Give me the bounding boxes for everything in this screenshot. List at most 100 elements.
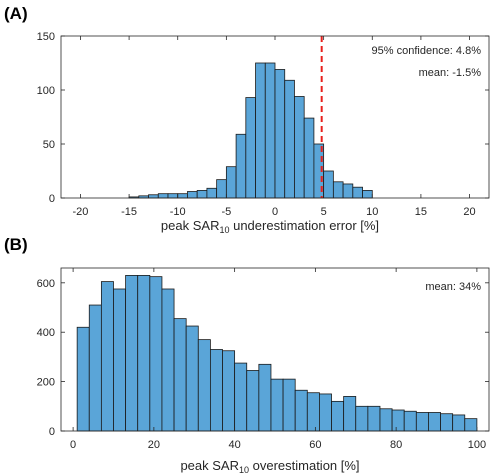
panel-a-bars [128, 62, 373, 199]
histogram-bar-b-17 [282, 378, 296, 432]
histogram-bar-b-8 [173, 318, 187, 432]
histogram-bar-b-20 [319, 393, 332, 432]
histogram-bar-b-4 [125, 275, 139, 432]
histogram-bar-b-18 [294, 389, 308, 432]
histogram-bar-a-15 [274, 69, 286, 199]
histogram-bar-a-9 [216, 179, 227, 199]
histogram-bar-b-32 [464, 418, 478, 432]
histogram-bar-b-3 [113, 288, 127, 432]
x-tick-label-b-1: 20 [148, 439, 160, 451]
panel-b-bars [76, 275, 478, 432]
y-tick-label-a-2: 100 [37, 85, 55, 97]
x-tick-label-b-2: 40 [228, 439, 240, 451]
x-tick-label-b-4: 80 [390, 439, 402, 451]
histogram-bar-b-30 [440, 413, 454, 432]
x-tick-label-a-3: -5 [221, 206, 231, 218]
histogram-bar-b-28 [415, 412, 429, 432]
panel-b-xlabel-prefix: peak SAR [180, 458, 239, 473]
x-tick-label-a-4: 0 [272, 206, 278, 218]
histogram-bar-b-1 [88, 304, 102, 432]
panel-b-xlabel: peak SAR10 overestimation [%] [180, 458, 359, 475]
histogram-bar-a-22 [342, 183, 354, 199]
histogram-bar-a-4 [167, 193, 179, 199]
histogram-bar-a-23 [352, 186, 363, 199]
panel-a-xlabel-subscript: 10 [219, 225, 229, 235]
histogram-bar-b-10 [197, 339, 211, 432]
x-tick-label-a-1: -15 [121, 206, 137, 218]
panel-a-xlabel-suffix: underestimation error [%] [229, 218, 379, 233]
histogram-bar-b-7 [161, 288, 175, 432]
panel-b-ticks: 0 20 40 60 80 100 0 200 400 600 [37, 268, 489, 451]
panel-a-axes-frame [60, 35, 490, 199]
histogram-bar-b-25 [379, 408, 393, 432]
histogram-bar-a-10 [225, 166, 237, 199]
x-tick-label-a-6: 10 [366, 206, 378, 218]
histogram-bar-a-7 [196, 190, 208, 199]
panel-a: (A) -20 -15 -10 -5 0 5 10 15 20 0 50 100 150 95% con… [4, 4, 490, 235]
x-tick-label-b-3: 60 [309, 439, 321, 451]
histogram-bar-b-16 [270, 378, 284, 432]
histogram-bar-a-18 [303, 117, 315, 199]
histogram-bar-b-31 [452, 414, 466, 432]
histogram-bar-a-12 [245, 97, 256, 199]
confidence-annotation: 95% confidence: 4.8% [372, 45, 482, 57]
histogram-bar-b-0 [76, 326, 90, 432]
y-tick-label-b-3: 600 [37, 278, 55, 290]
histogram-bar-b-14 [246, 370, 260, 432]
y-tick-label-a-1: 50 [43, 139, 55, 151]
histogram-bar-a-8 [206, 187, 218, 199]
histogram-bar-b-2 [100, 281, 114, 432]
histogram-bar-b-6 [149, 276, 163, 432]
panel-b-axes-frame [60, 267, 490, 432]
histogram-bar-b-11 [209, 349, 223, 432]
histogram-bar-a-17 [294, 96, 305, 199]
y-tick-label-a-3: 150 [37, 31, 55, 43]
panel-b-xlabel-subscript: 10 [239, 465, 249, 475]
histogram-bar-a-11 [235, 133, 247, 199]
x-tick-label-b-5: 100 [468, 439, 486, 451]
histogram-bar-b-24 [367, 405, 381, 432]
panel-a-xlabel: peak SAR10 underestimation error [%] [161, 218, 379, 235]
x-tick-label-b-0: 0 [70, 439, 76, 451]
x-tick-label-a-8: 20 [463, 206, 475, 218]
histogram-bar-a-16 [284, 79, 295, 199]
panel-b-label: (B) [4, 235, 28, 254]
panel-b: (B) 0 20 40 60 80 100 0 200 400 600 mean: 34% pea… [4, 235, 490, 475]
histogram-bar-b-27 [403, 410, 417, 432]
histogram-bar-a-21 [332, 181, 344, 199]
x-tick-label-a-0: -20 [73, 206, 89, 218]
y-tick-label-a-0: 0 [49, 193, 55, 205]
histogram-bar-b-22 [343, 396, 357, 432]
mean-annotation-a: mean: -1.5% [419, 67, 482, 79]
histogram-bar-b-21 [331, 400, 345, 432]
x-tick-label-a-5: 5 [321, 206, 327, 218]
histogram-bar-b-19 [306, 392, 320, 432]
histogram-bar-b-15 [258, 363, 272, 432]
histogram-bar-a-13 [255, 62, 266, 199]
histogram-bar-b-5 [137, 275, 151, 432]
y-tick-label-b-2: 400 [37, 327, 55, 339]
histogram-bar-b-26 [391, 409, 405, 432]
mean-annotation-b: mean: 34% [425, 281, 481, 293]
panel-a-ticks: -20 -15 -10 -5 0 5 10 15 20 0 50 100 150 [37, 31, 489, 218]
histogram-bar-a-3 [157, 193, 169, 199]
histogram-bar-a-20 [323, 170, 334, 199]
histogram-bar-a-14 [264, 62, 276, 199]
panel-b-xlabel-suffix: overestimation [%] [249, 458, 360, 473]
histogram-bar-b-13 [234, 362, 248, 432]
histogram-bar-a-6 [187, 191, 198, 199]
x-tick-label-a-2: -10 [170, 206, 186, 218]
x-tick-label-a-7: 15 [415, 206, 427, 218]
histogram-bar-b-9 [185, 325, 199, 432]
histogram-bar-a-2 [148, 194, 159, 199]
histogram-bar-a-24 [362, 190, 373, 199]
y-tick-label-b-0: 0 [49, 426, 55, 438]
histogram-bar-b-29 [428, 412, 441, 432]
histogram-bar-a-5 [177, 193, 188, 199]
panel-a-xlabel-prefix: peak SAR [161, 218, 220, 233]
panel-a-label: (A) [4, 4, 28, 23]
histogram-bar-b-12 [222, 350, 236, 432]
y-tick-label-b-1: 200 [37, 377, 55, 389]
histogram-bar-b-23 [355, 405, 369, 432]
